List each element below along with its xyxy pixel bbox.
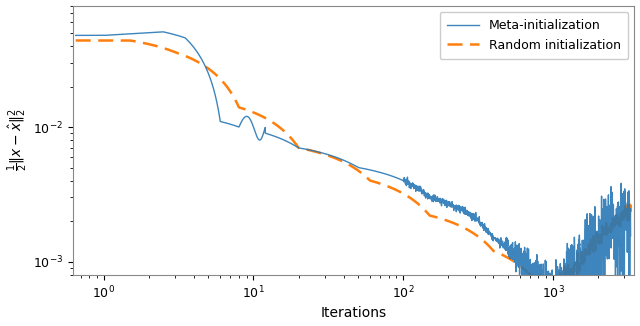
Random initialization <box>72 38 79 42</box>
Y-axis label: $\frac{1}{2}\|x - \hat{x}\|_2^2$: $\frac{1}{2}\|x - \hat{x}\|_2^2$ <box>6 109 30 171</box>
Meta-initialization <box>556 262 564 266</box>
Line: Random initialization: Random initialization <box>76 40 630 291</box>
Meta-initialization <box>616 228 624 231</box>
Random initialization <box>115 38 122 42</box>
Meta-initialization <box>159 30 167 34</box>
Random initialization <box>388 186 396 190</box>
Meta-initialization <box>522 289 530 293</box>
Meta-initialization <box>285 140 292 144</box>
Meta-initialization <box>168 32 176 36</box>
Random initialization <box>627 213 634 216</box>
Meta-initialization <box>627 234 634 238</box>
Random initialization <box>329 155 337 159</box>
Meta-initialization <box>309 149 317 153</box>
X-axis label: Iterations: Iterations <box>321 306 387 320</box>
Random initialization <box>138 40 145 44</box>
Random initialization <box>548 289 556 293</box>
Legend: Meta-initialization, Random initialization: Meta-initialization, Random initializati… <box>440 12 628 59</box>
Random initialization <box>307 149 315 153</box>
Random initialization <box>319 152 326 156</box>
Meta-initialization <box>135 31 143 35</box>
Line: Meta-initialization: Meta-initialization <box>76 32 630 291</box>
Meta-initialization <box>72 34 79 37</box>
